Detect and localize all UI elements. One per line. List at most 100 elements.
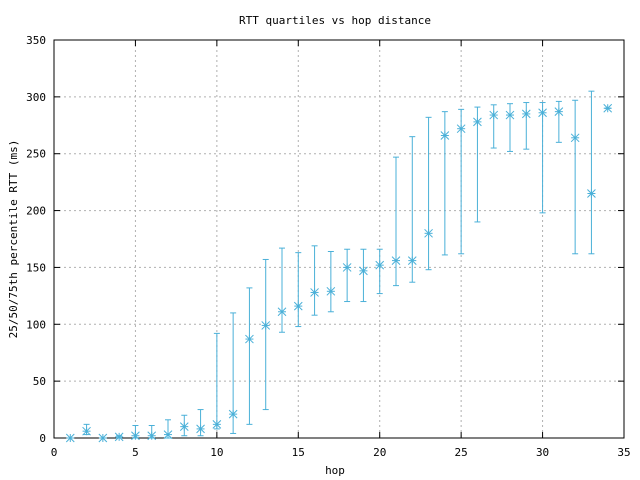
error-bar	[327, 251, 334, 313]
error-bar	[311, 245, 318, 316]
median-point	[570, 133, 580, 143]
median-marker-stroke	[570, 133, 580, 143]
median-point	[326, 286, 336, 296]
marker-layer	[65, 103, 613, 443]
median-marker-stroke	[261, 321, 271, 330]
median-marker-stroke	[147, 431, 157, 441]
median-point	[179, 422, 189, 431]
median-marker-stroke	[114, 432, 124, 442]
median-marker-stroke	[65, 433, 75, 443]
x-tick-label: 5	[132, 446, 139, 459]
x-axis-label: hop	[325, 464, 345, 477]
chart-title: RTT quartiles vs hop distance	[239, 14, 431, 27]
error-bar	[474, 106, 481, 223]
error-bar	[213, 332, 220, 430]
median-marker-stroke	[603, 103, 613, 113]
median-marker-stroke	[375, 260, 385, 270]
y-tick-label: 150	[26, 261, 46, 274]
x-tick-label: 15	[292, 446, 305, 459]
median-marker-stroke	[179, 422, 189, 431]
median-point	[587, 189, 596, 198]
y-tick-label: 300	[26, 91, 46, 104]
median-point	[538, 108, 547, 118]
median-marker-stroke	[473, 117, 482, 127]
median-point	[114, 432, 124, 442]
median-point	[342, 263, 352, 272]
error-bar	[262, 258, 269, 411]
error-bar	[344, 248, 351, 303]
median-point	[603, 103, 613, 113]
median-point	[489, 110, 499, 120]
median-point	[407, 256, 417, 265]
median-point	[391, 256, 401, 265]
median-marker-stroke	[196, 424, 205, 434]
median-point	[131, 431, 140, 441]
median-point	[98, 433, 108, 443]
error-bar	[279, 247, 285, 333]
median-point	[65, 433, 75, 443]
median-point	[212, 420, 222, 429]
median-marker-stroke	[326, 286, 336, 296]
error-bar	[458, 108, 465, 255]
median-marker-stroke	[131, 431, 140, 441]
median-marker-stroke	[391, 256, 401, 265]
y-axis-label: 25/50/75th percentile RTT (ms)	[7, 140, 20, 339]
median-marker-stroke	[587, 189, 596, 198]
error-bar	[360, 248, 367, 303]
median-point	[277, 307, 287, 317]
median-point	[82, 426, 91, 436]
error-bar	[246, 287, 253, 425]
y-tick-label: 100	[26, 318, 46, 331]
y-tick-label: 350	[26, 34, 46, 47]
median-marker-stroke	[163, 430, 173, 439]
plot-frame	[53, 39, 625, 439]
median-marker-stroke	[424, 228, 433, 238]
median-point	[310, 288, 319, 297]
median-marker-stroke	[98, 433, 108, 443]
error-bar	[376, 248, 383, 295]
median-point	[440, 131, 450, 140]
median-point	[424, 228, 433, 238]
median-marker-stroke	[293, 301, 303, 311]
x-tick-label: 10	[210, 446, 223, 459]
error-bar	[588, 90, 595, 255]
x-tick-label: 0	[51, 446, 58, 459]
median-point	[521, 109, 531, 119]
median-marker-stroke	[342, 263, 352, 272]
error-bar	[425, 116, 432, 271]
median-marker-stroke	[407, 256, 417, 265]
median-point	[554, 107, 564, 116]
median-marker-stroke	[440, 131, 450, 140]
median-marker-stroke	[538, 108, 547, 118]
x-tick-label: 25	[455, 446, 468, 459]
median-marker-stroke	[359, 266, 368, 276]
median-point	[293, 301, 303, 311]
median-point	[375, 260, 385, 270]
median-marker-stroke	[554, 107, 564, 116]
median-marker-stroke	[245, 334, 254, 344]
median-marker-stroke	[456, 124, 466, 134]
median-point	[505, 110, 515, 120]
median-marker-stroke	[310, 288, 319, 297]
median-point	[228, 409, 238, 419]
error-bar	[539, 102, 546, 214]
median-marker-stroke	[521, 109, 531, 119]
median-marker-stroke	[228, 409, 238, 419]
median-point	[163, 430, 173, 439]
median-point	[196, 424, 205, 434]
error-bar	[572, 99, 579, 255]
y-tick-label: 200	[26, 205, 46, 218]
y-tick-label: 250	[26, 148, 46, 161]
median-marker-stroke	[82, 426, 91, 436]
median-marker-stroke	[212, 420, 222, 429]
y-tick-label: 0	[39, 432, 46, 445]
median-point	[147, 431, 157, 441]
y-tick-label: 50	[33, 375, 46, 388]
median-marker-stroke	[505, 110, 515, 120]
median-marker-stroke	[489, 110, 499, 120]
median-point	[473, 117, 482, 127]
